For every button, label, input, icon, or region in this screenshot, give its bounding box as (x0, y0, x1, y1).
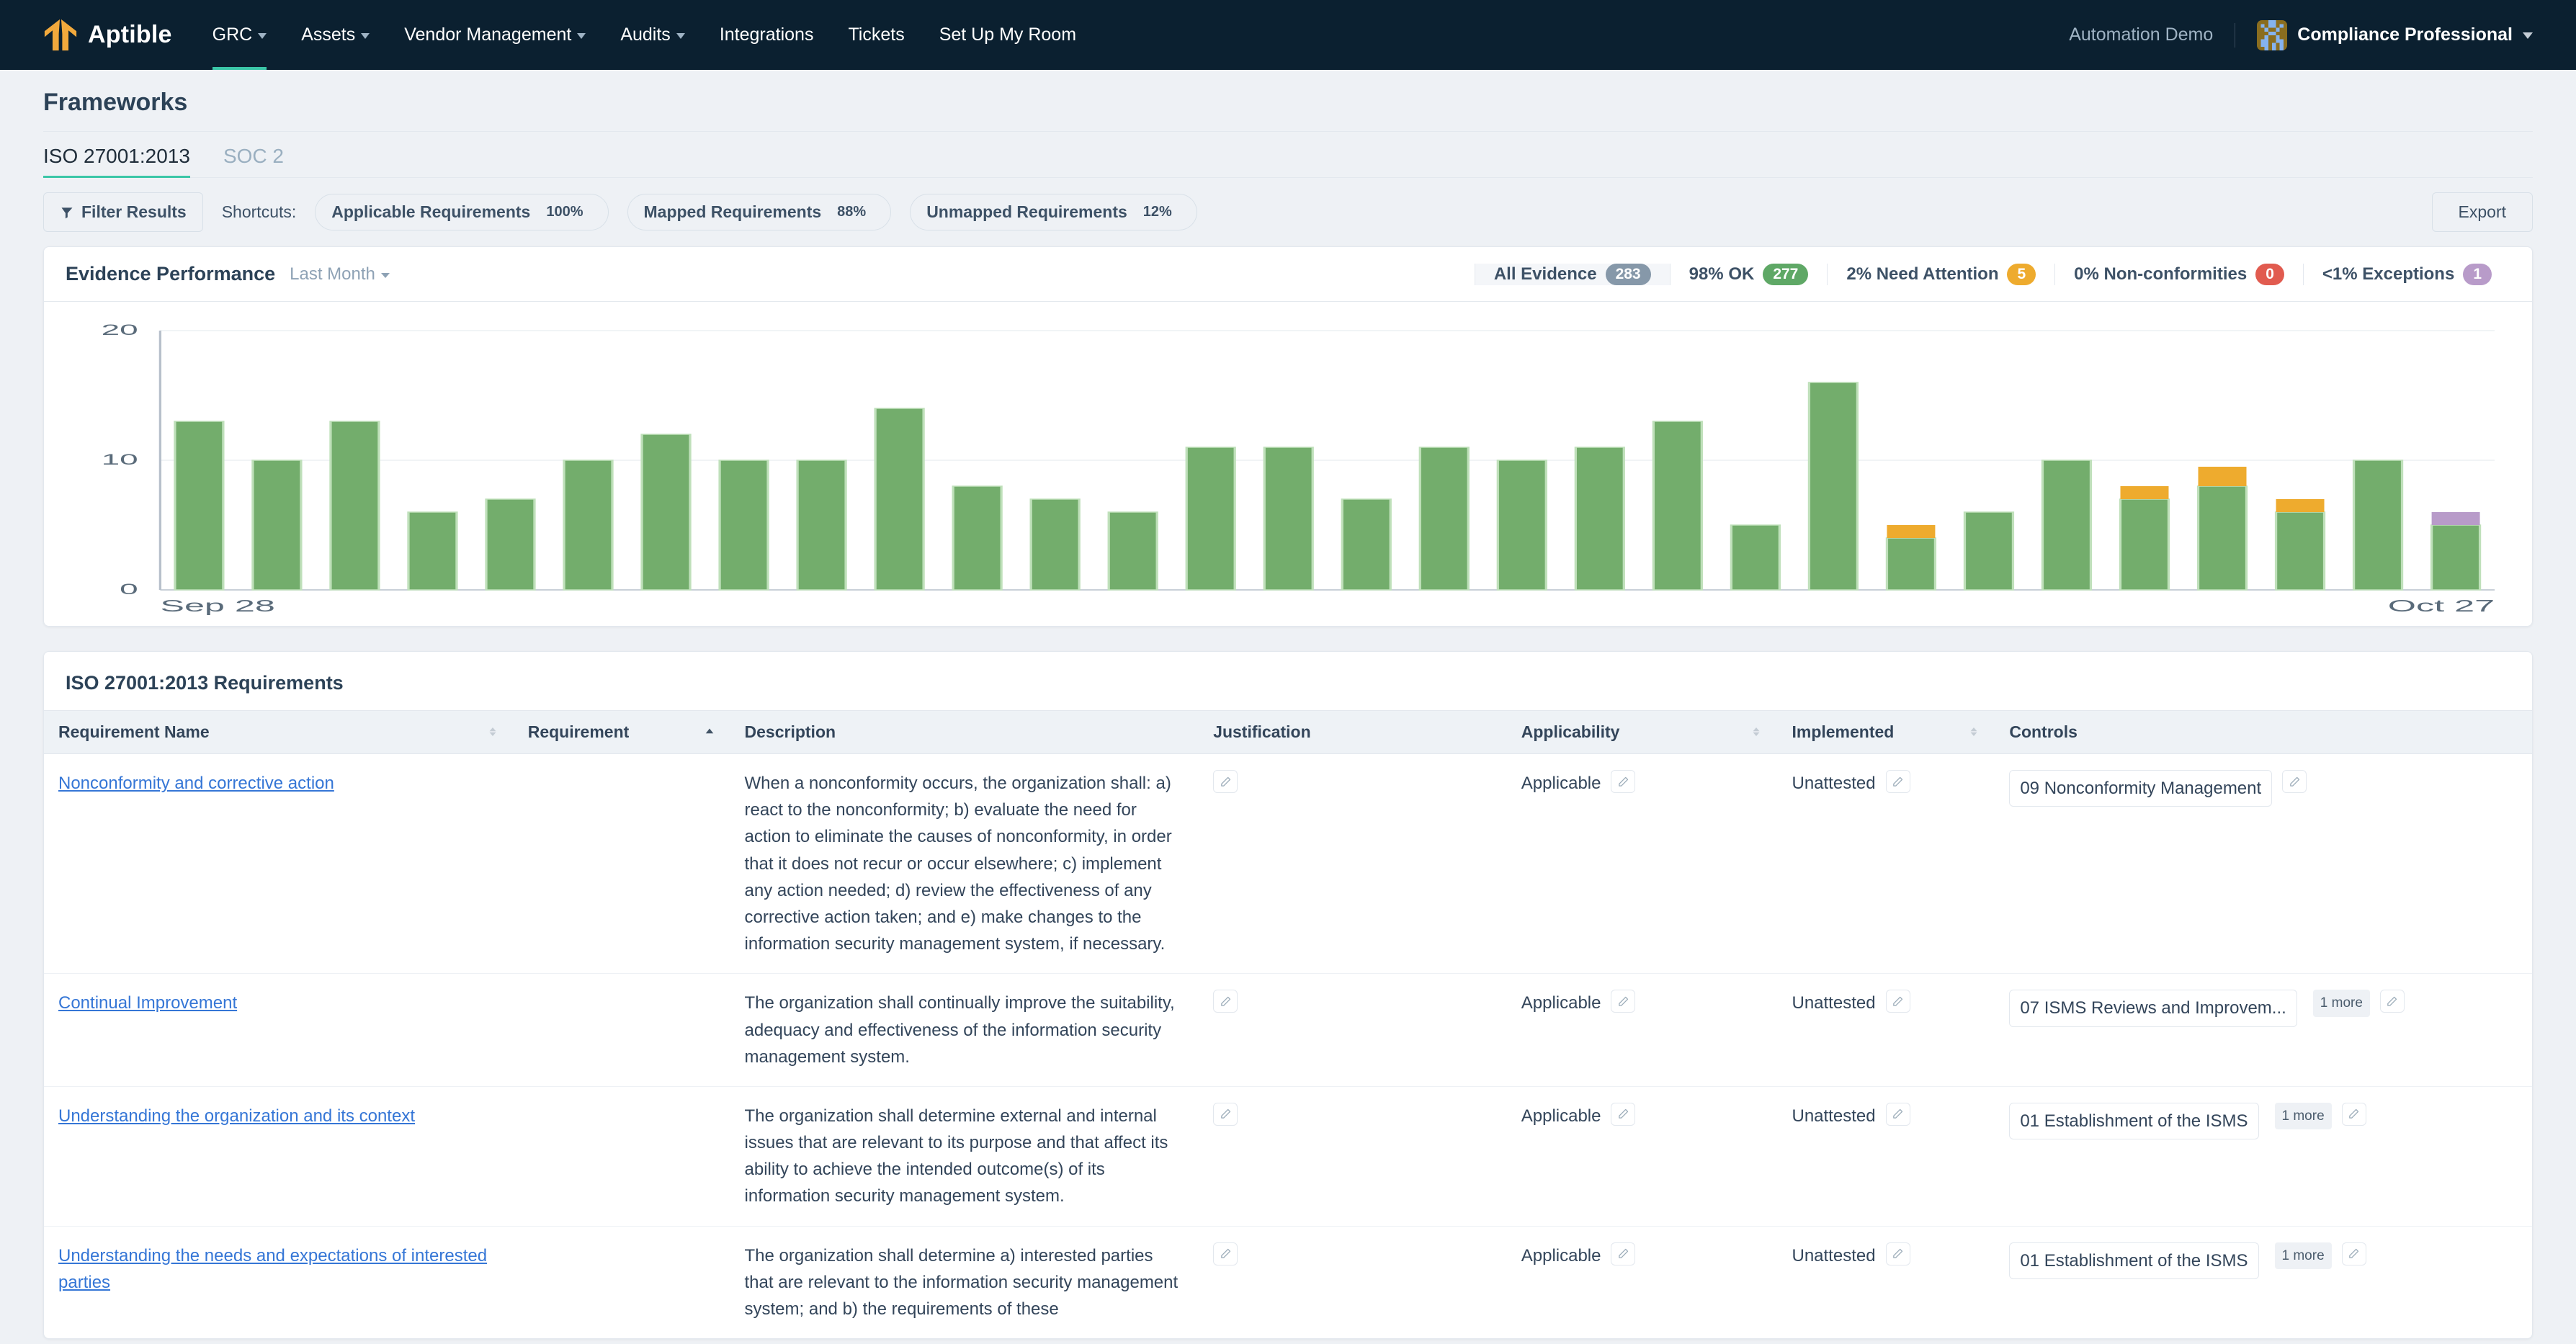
svg-text:Oct 27: Oct 27 (2388, 597, 2495, 615)
svg-text:10: 10 (102, 451, 138, 467)
svg-text:Sep 28: Sep 28 (160, 597, 275, 615)
svg-text:0: 0 (120, 581, 138, 597)
svg-text:20: 20 (102, 323, 138, 339)
